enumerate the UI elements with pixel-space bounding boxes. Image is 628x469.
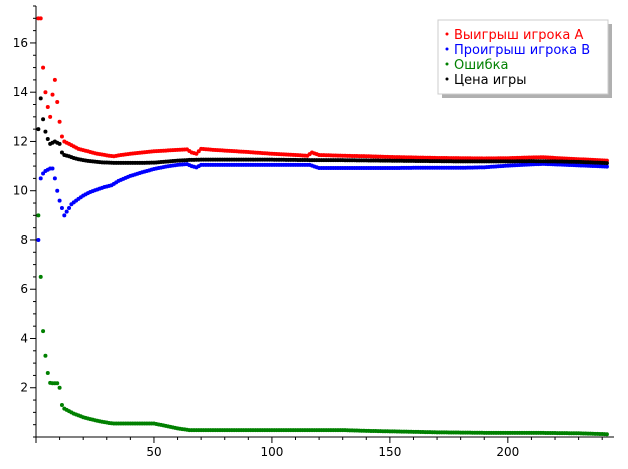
legend-marker xyxy=(445,62,449,66)
y-tick-label: 6 xyxy=(20,282,28,296)
y-tick-label: 12 xyxy=(13,134,28,148)
y-tick-label: 2 xyxy=(20,381,28,395)
series-Цена игры xyxy=(36,96,609,166)
data-point xyxy=(55,188,60,193)
legend-label: Цена игры xyxy=(454,73,526,88)
data-point xyxy=(64,209,69,214)
data-point xyxy=(62,213,67,218)
data-point xyxy=(43,129,48,134)
data-point xyxy=(59,134,64,139)
data-point xyxy=(43,90,48,95)
x-tick-label: 50 xyxy=(146,445,161,459)
data-point xyxy=(45,136,50,141)
data-point xyxy=(41,117,46,122)
legend-marker xyxy=(445,77,449,81)
chart-axes: 50 100 150 200 2 4 6 8 10 12 14 16 xyxy=(13,5,614,459)
data-point xyxy=(48,114,53,119)
data-point xyxy=(55,381,60,386)
data-point xyxy=(36,127,41,132)
series-Ошибка xyxy=(36,213,609,437)
data-point xyxy=(36,213,41,218)
data-point xyxy=(45,104,50,109)
data-point xyxy=(604,432,609,437)
data-point xyxy=(604,161,609,166)
chart-marks xyxy=(36,16,609,437)
data-point xyxy=(55,100,60,105)
data-point xyxy=(45,370,50,375)
data-point xyxy=(50,92,55,97)
y-tick-label: 16 xyxy=(13,36,28,50)
data-point xyxy=(57,119,62,124)
data-point xyxy=(57,385,62,390)
data-point xyxy=(59,205,64,210)
y-tick-label: 4 xyxy=(20,331,28,345)
data-point xyxy=(38,176,43,181)
data-point xyxy=(57,198,62,203)
x-tick-label: 200 xyxy=(496,445,519,459)
legend-label: Ошибка xyxy=(454,58,508,73)
data-point xyxy=(38,16,43,21)
data-point xyxy=(52,77,57,82)
legend-label: Проигрыш игрока B xyxy=(454,43,590,58)
data-point xyxy=(50,166,55,171)
x-tick-label: 150 xyxy=(378,445,401,459)
legend-label: Выигрыш игрока A xyxy=(454,28,583,43)
legend-box xyxy=(437,19,609,95)
data-point xyxy=(52,176,57,181)
y-tick-label: 14 xyxy=(13,85,28,99)
x-tick-label: 100 xyxy=(260,445,283,459)
data-point xyxy=(41,329,46,334)
data-point xyxy=(43,353,48,358)
data-point xyxy=(604,164,609,169)
data-point xyxy=(38,96,43,101)
data-point xyxy=(67,205,72,210)
y-tick-label: 8 xyxy=(20,233,28,247)
series-Проигрыш игрока B xyxy=(36,161,609,242)
data-point xyxy=(41,65,46,70)
data-point xyxy=(59,402,64,407)
legend-marker xyxy=(445,32,449,36)
data-point xyxy=(36,237,41,242)
data-point xyxy=(57,141,62,146)
series-Выигрыш игрока A xyxy=(36,16,609,163)
legend-marker xyxy=(445,47,449,51)
y-tick-label: 10 xyxy=(13,184,28,198)
data-point xyxy=(38,274,43,279)
